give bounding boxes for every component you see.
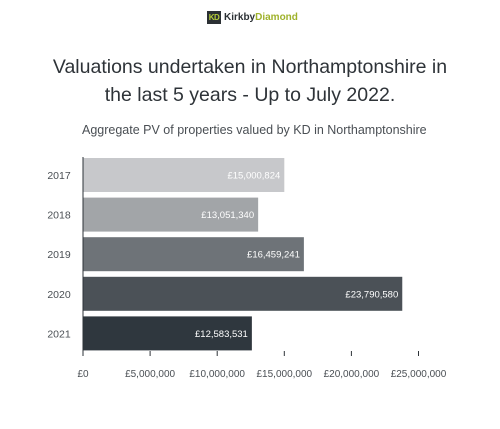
category-label-2019: 2019: [47, 249, 71, 261]
bar-2017: [83, 158, 285, 192]
data-label-2018: £13,051,340: [201, 210, 254, 221]
x-tick-label-0: £0: [77, 369, 89, 380]
category-label-2021: 2021: [47, 328, 71, 340]
bar-2021: [83, 316, 252, 351]
bar-2019: [83, 237, 304, 272]
category-label-2017: 2017: [47, 170, 71, 182]
page-title-line2: the last 5 years - Up to July 2022.: [104, 84, 396, 106]
logo-name-part2: Diamond: [255, 11, 298, 23]
data-label-2020: £23,790,580: [345, 289, 398, 300]
x-tick-label-3: £15,000,000: [256, 369, 312, 380]
logo-mark-icon: KD: [207, 10, 221, 24]
x-tick-label-2: £10,000,000: [189, 369, 245, 380]
category-label-2018: 2018: [47, 210, 71, 222]
data-label-2017: £15,000,824: [227, 171, 280, 182]
chart-title: Aggregate PV of properties valued by KD …: [82, 123, 427, 137]
page-title: Valuations undertaken in Northamptonshir…: [0, 53, 500, 109]
page-title-line1: Valuations undertaken in Northamptonshir…: [52, 56, 448, 78]
bar-2018: [83, 197, 259, 232]
brand-logo: KD KirkbyDiamond: [207, 9, 298, 25]
bar-2020: [83, 276, 403, 311]
logo-wordmark: KirkbyDiamond: [224, 11, 298, 24]
category-label-2020: 2020: [47, 289, 71, 301]
logo-name-part1: Kirkby: [224, 11, 256, 23]
data-label-2021: £12,583,531: [195, 329, 248, 340]
x-tick-label-1: £5,000,000: [125, 369, 175, 380]
x-tick-label-5: £25,000,000: [391, 369, 447, 380]
x-tick-label-4: £20,000,000: [324, 369, 380, 380]
data-label-2019: £16,459,241: [247, 250, 300, 261]
